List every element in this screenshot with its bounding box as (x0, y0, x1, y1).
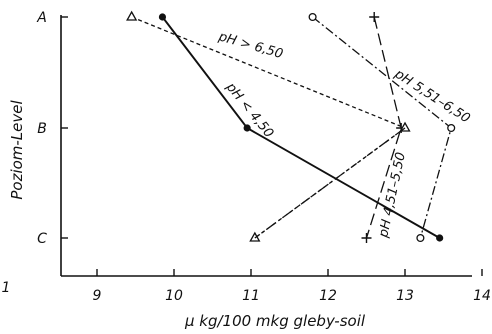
series-label: pH < 4,50 (222, 79, 276, 141)
series-label: pH > 6,50 (216, 29, 285, 62)
x-tick-label: 10 (165, 288, 183, 304)
x-tick-label: 11 (242, 288, 260, 304)
marker-plus (361, 233, 372, 243)
marker-open-circle (416, 233, 425, 243)
marker-open-triangle (249, 231, 261, 242)
series-line (365, 16, 402, 239)
x-tick-label: 9 (93, 288, 102, 304)
marker-filled-circle (158, 13, 167, 21)
marker-filled-circle (436, 234, 444, 242)
y-tick-label: C (37, 231, 47, 247)
x-tick-label: 14 (473, 288, 491, 304)
series-label: pH 4,51–5,50 (376, 151, 409, 240)
series-labels: pH < 4,50 pH 4,51–5,50 pH 5,51–6,50 pH > 6,… (216, 29, 473, 240)
x-tick-label: 13 (396, 288, 414, 304)
marker-open-circle (447, 123, 456, 133)
x-edge-tick-label: 1 (2, 280, 11, 296)
series-group (126, 10, 456, 243)
x-tick-label: 12 (319, 288, 337, 304)
marker-open-triangle (126, 10, 138, 21)
marker-open-circle (308, 12, 317, 22)
y-tick-label: B (37, 121, 47, 137)
y-tick-label: A (36, 10, 47, 26)
marker-filled-circle (243, 124, 251, 132)
series-label: pH 5,51–6,50 (391, 66, 473, 126)
x-axis-title: μ kg/100 mkg gleby-soil (184, 312, 366, 330)
marker-plus (369, 12, 380, 22)
axes: 9 10 11 12 13 14 A B C (36, 10, 491, 304)
series-line (254, 127, 406, 239)
y-axis-title: Poziom-Level (8, 100, 26, 200)
